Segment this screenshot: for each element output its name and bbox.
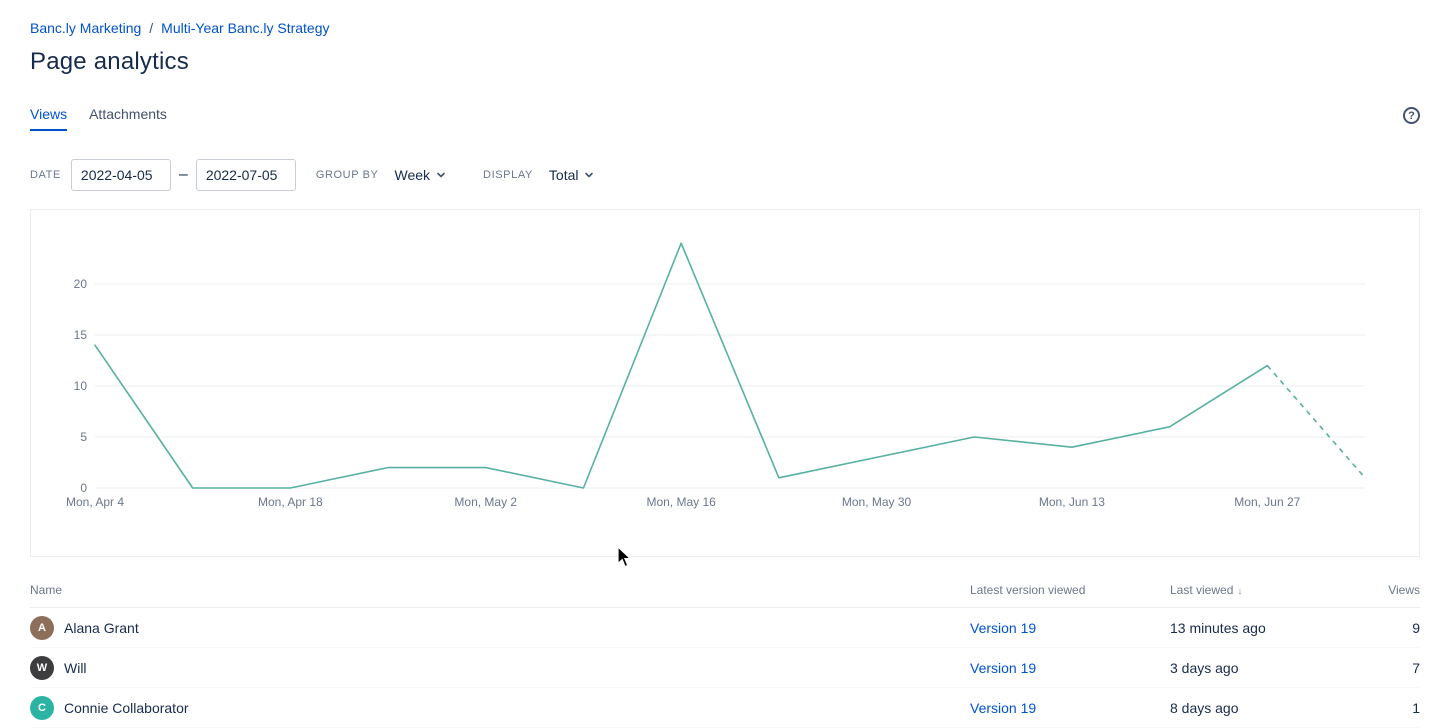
tabs-bar: Views Attachments ? [30, 106, 1420, 131]
views-count: 1 [1412, 699, 1420, 716]
user-name: Alana Grant [64, 619, 139, 636]
filter-bar: DATE – GROUP BY Week DISPLAY Total [30, 159, 1420, 191]
sort-descending-icon: ↓ [1237, 586, 1243, 597]
x-tick-label: Mon, May 16 [646, 495, 716, 509]
avatar: A [30, 615, 54, 640]
group-by-dropdown[interactable]: Week [389, 163, 454, 187]
x-tick-label: Mon, Jun 27 [1234, 495, 1300, 509]
last-viewed: 3 days ago [1170, 659, 1239, 676]
group-by-value: Week [394, 167, 431, 183]
tab-attachments[interactable]: Attachments [89, 106, 167, 122]
tab-views[interactable]: Views [30, 106, 68, 131]
table-row: A Alana Grant Version 19 13 minutes ago … [30, 608, 1420, 648]
page-title: Page analytics [30, 48, 189, 75]
y-tick-label: 0 [80, 481, 87, 495]
col-header-name[interactable]: Name [30, 583, 63, 597]
x-tick-label: Mon, Apr 4 [66, 495, 124, 509]
chart-line [94, 242, 1269, 489]
x-tick-label: Mon, May 30 [842, 495, 912, 509]
y-tick-label: 5 [80, 430, 87, 444]
date-from-input[interactable] [70, 159, 171, 191]
viewers-table: Name Latest version viewed Last viewed ↓ … [30, 579, 1420, 728]
display-label: DISPLAY [483, 169, 533, 181]
views-line-chart: 0 5 10 15 20 Mon, Apr 4 Mon, Apr 18 Mon, May 2 M… [30, 209, 1420, 557]
chevron-down-icon [585, 172, 594, 178]
table-row: C Connie Collaborator Version 19 8 days … [30, 688, 1420, 728]
col-header-version[interactable]: Latest version viewed [970, 583, 1086, 597]
date-range-separator: – [178, 166, 188, 183]
last-viewed: 13 minutes ago [1170, 619, 1266, 636]
user-name: Connie Collaborator [64, 699, 189, 716]
breadcrumb-link-page[interactable]: Multi-Year Banc.ly Strategy [161, 20, 330, 36]
chevron-down-icon [437, 172, 445, 178]
display-dropdown[interactable]: Total [543, 163, 602, 187]
breadcrumb-separator: / [149, 20, 154, 36]
date-to-input[interactable] [195, 159, 296, 191]
date-label: DATE [30, 169, 61, 181]
y-tick-label: 20 [74, 277, 88, 291]
x-tick-label: Mon, Apr 18 [258, 495, 323, 509]
chart-line-dashed [1266, 365, 1366, 479]
version-link[interactable]: Version 19 [970, 659, 1037, 676]
last-viewed: 8 days ago [1170, 699, 1239, 716]
y-tick-label: 15 [74, 328, 88, 342]
y-tick-label: 10 [74, 379, 88, 393]
table-body: A Alana Grant Version 19 13 minutes ago … [30, 608, 1420, 728]
table-header-row: Name Latest version viewed Last viewed ↓ … [30, 579, 1420, 608]
col-header-views[interactable]: Views [1388, 583, 1420, 597]
x-tick-label: Mon, Jun 13 [1039, 495, 1105, 509]
breadcrumb-link-space[interactable]: Banc.ly Marketing [30, 20, 142, 36]
version-link[interactable]: Version 19 [970, 699, 1037, 716]
views-count: 7 [1412, 659, 1420, 676]
help-icon[interactable]: ? [1403, 107, 1420, 124]
avatar: W [30, 655, 54, 680]
x-tick-label: Mon, May 2 [454, 495, 517, 509]
views-count: 9 [1412, 619, 1420, 636]
version-link[interactable]: Version 19 [970, 619, 1037, 636]
display-value: Total [548, 167, 579, 183]
group-by-label: GROUP BY [315, 169, 379, 181]
col-header-last-viewed[interactable]: Last viewed ↓ [1170, 583, 1243, 597]
table-row: W Will Version 19 3 days ago 7 [30, 648, 1420, 688]
breadcrumb: Banc.ly Marketing / Multi-Year Banc.ly S… [30, 20, 1420, 36]
user-name: Will [64, 659, 87, 676]
views-chart-svg: 0 5 10 15 20 Mon, Apr 4 Mon, Apr 18 Mon, May 2 M… [66, 242, 1366, 509]
